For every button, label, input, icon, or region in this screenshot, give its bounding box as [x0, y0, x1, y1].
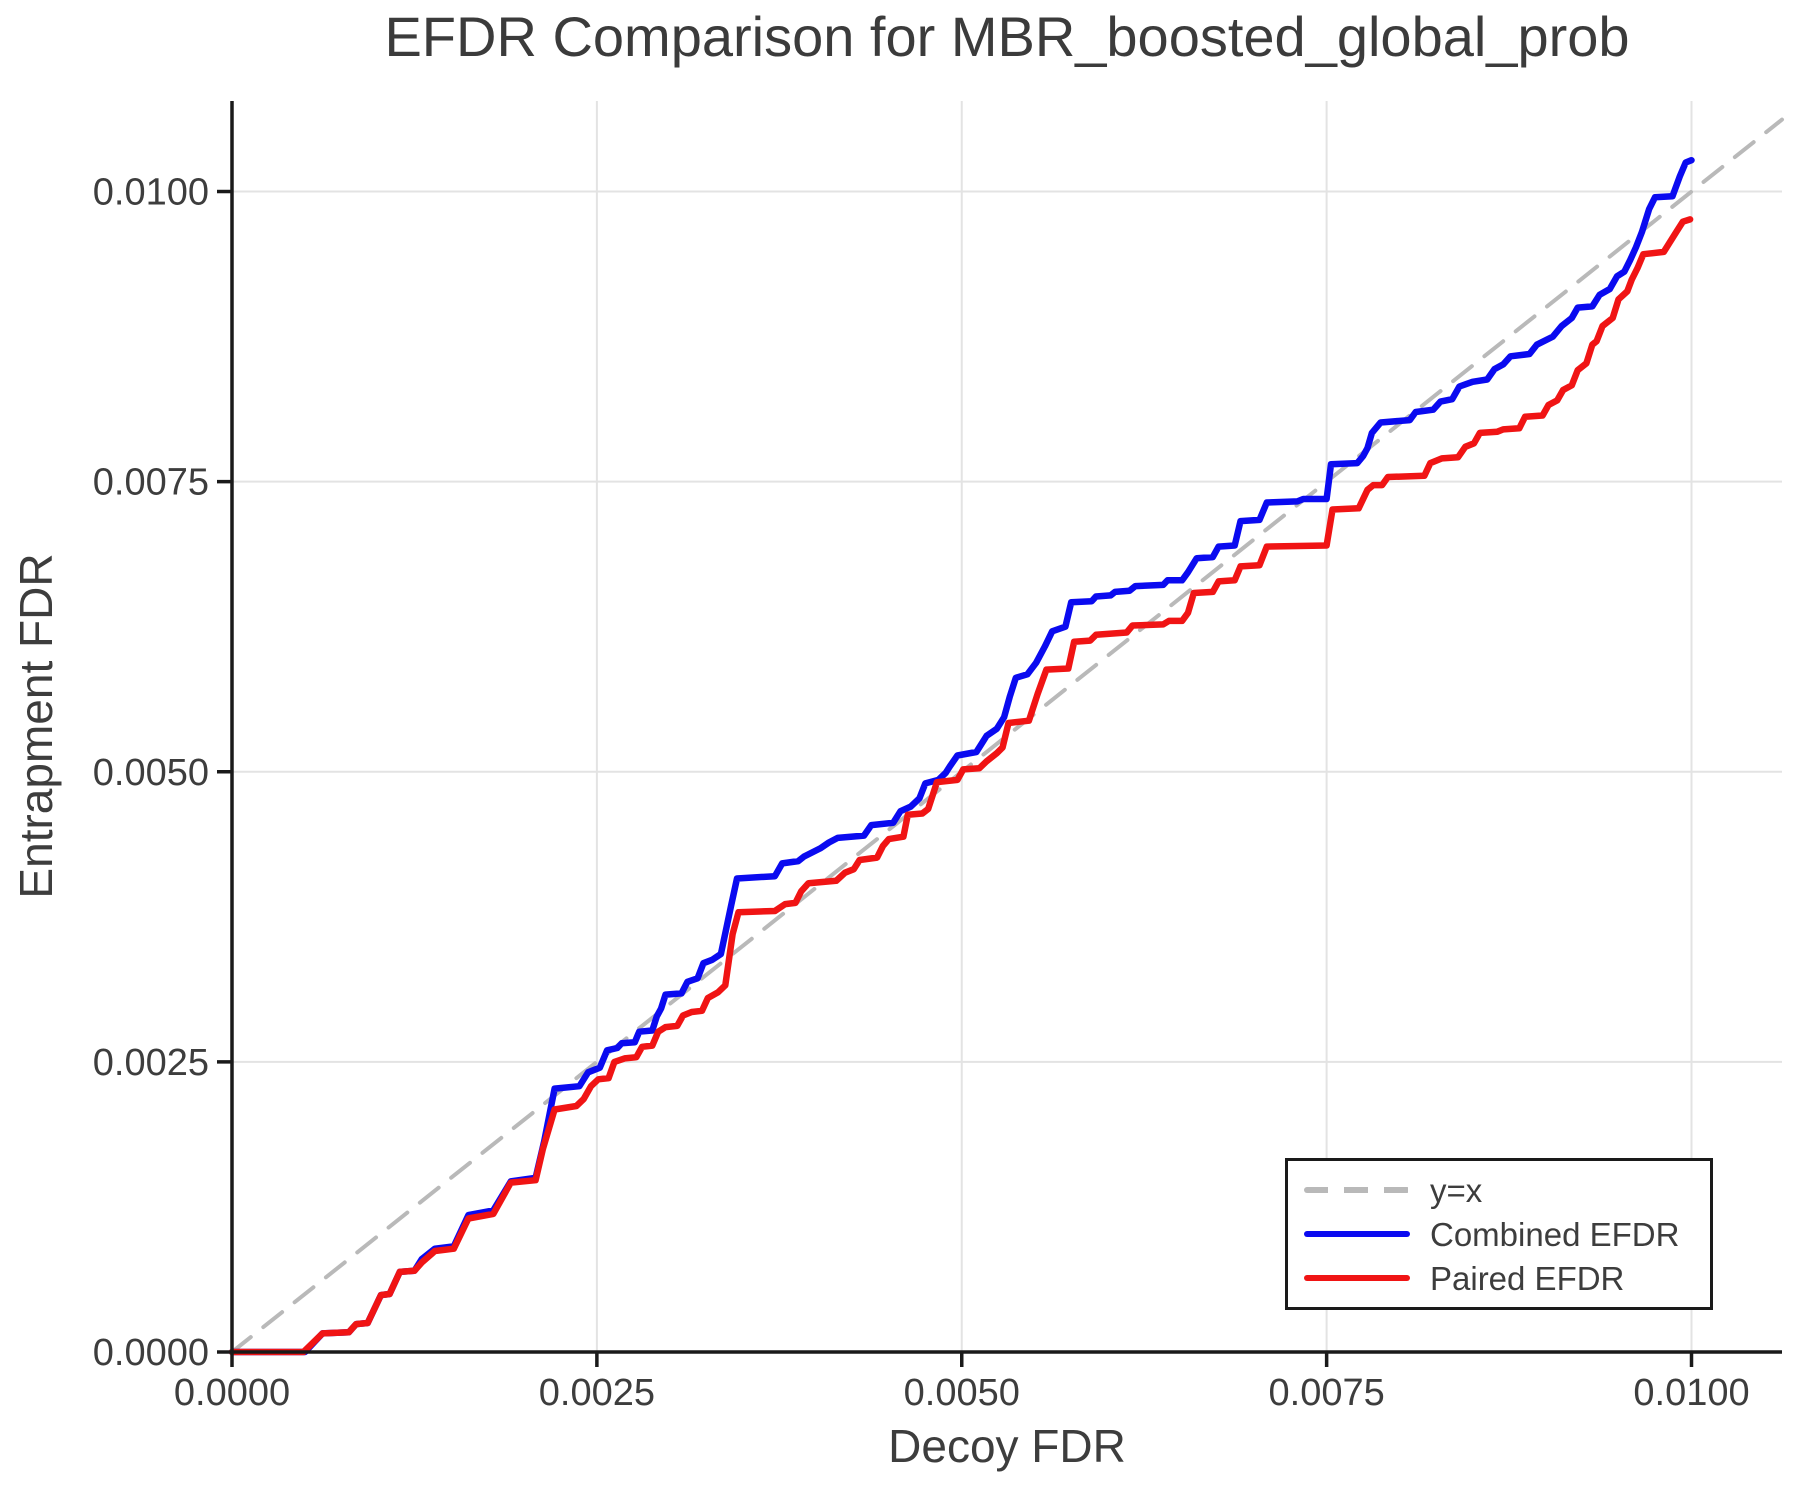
- x-tick-label: 0.0025: [539, 1372, 655, 1414]
- y-tick-label: 0.0050: [93, 752, 209, 794]
- series-line-combined-efdr: [228, 156, 1695, 1356]
- legend-label-paired-efdr: Paired EFDR: [1430, 1259, 1625, 1297]
- identity-line-sample: [1304, 1187, 1410, 1193]
- y-tick-label: 0.0075: [93, 462, 209, 504]
- legend-item-identity: y=x: [1304, 1171, 1710, 1209]
- paired-efdr-line-sample: [1304, 1275, 1410, 1281]
- y-tick-label: 0.0000: [93, 1332, 209, 1374]
- x-tick-label: 0.0000: [174, 1372, 290, 1414]
- legend-item-combined-efdr: Combined EFDR: [1304, 1215, 1710, 1253]
- combined-efdr-line-sample: [1304, 1231, 1410, 1237]
- x-tick-label: 0.0050: [904, 1372, 1020, 1414]
- series-line-y-x: [230, 117, 1784, 1354]
- legend-item-paired-efdr: Paired EFDR: [1304, 1259, 1710, 1297]
- y-tick-label: 0.0100: [93, 172, 209, 214]
- chart-title: EFDR Comparison for MBR_boosted_global_p…: [384, 5, 1629, 68]
- x-tick-label: 0.0100: [1633, 1372, 1749, 1414]
- legend-label-combined-efdr: Combined EFDR: [1430, 1215, 1680, 1253]
- y-tick-label: 0.0025: [93, 1042, 209, 1084]
- y-axis-label: Entrapment FDR: [10, 553, 62, 898]
- x-tick-label: 0.0075: [1269, 1372, 1385, 1414]
- series-line-paired-efdr: [228, 216, 1694, 1356]
- legend-label-identity: y=x: [1430, 1171, 1483, 1209]
- x-axis-label: Decoy FDR: [888, 1420, 1126, 1472]
- legend: y=x Combined EFDR Paired EFDR: [1285, 1158, 1713, 1310]
